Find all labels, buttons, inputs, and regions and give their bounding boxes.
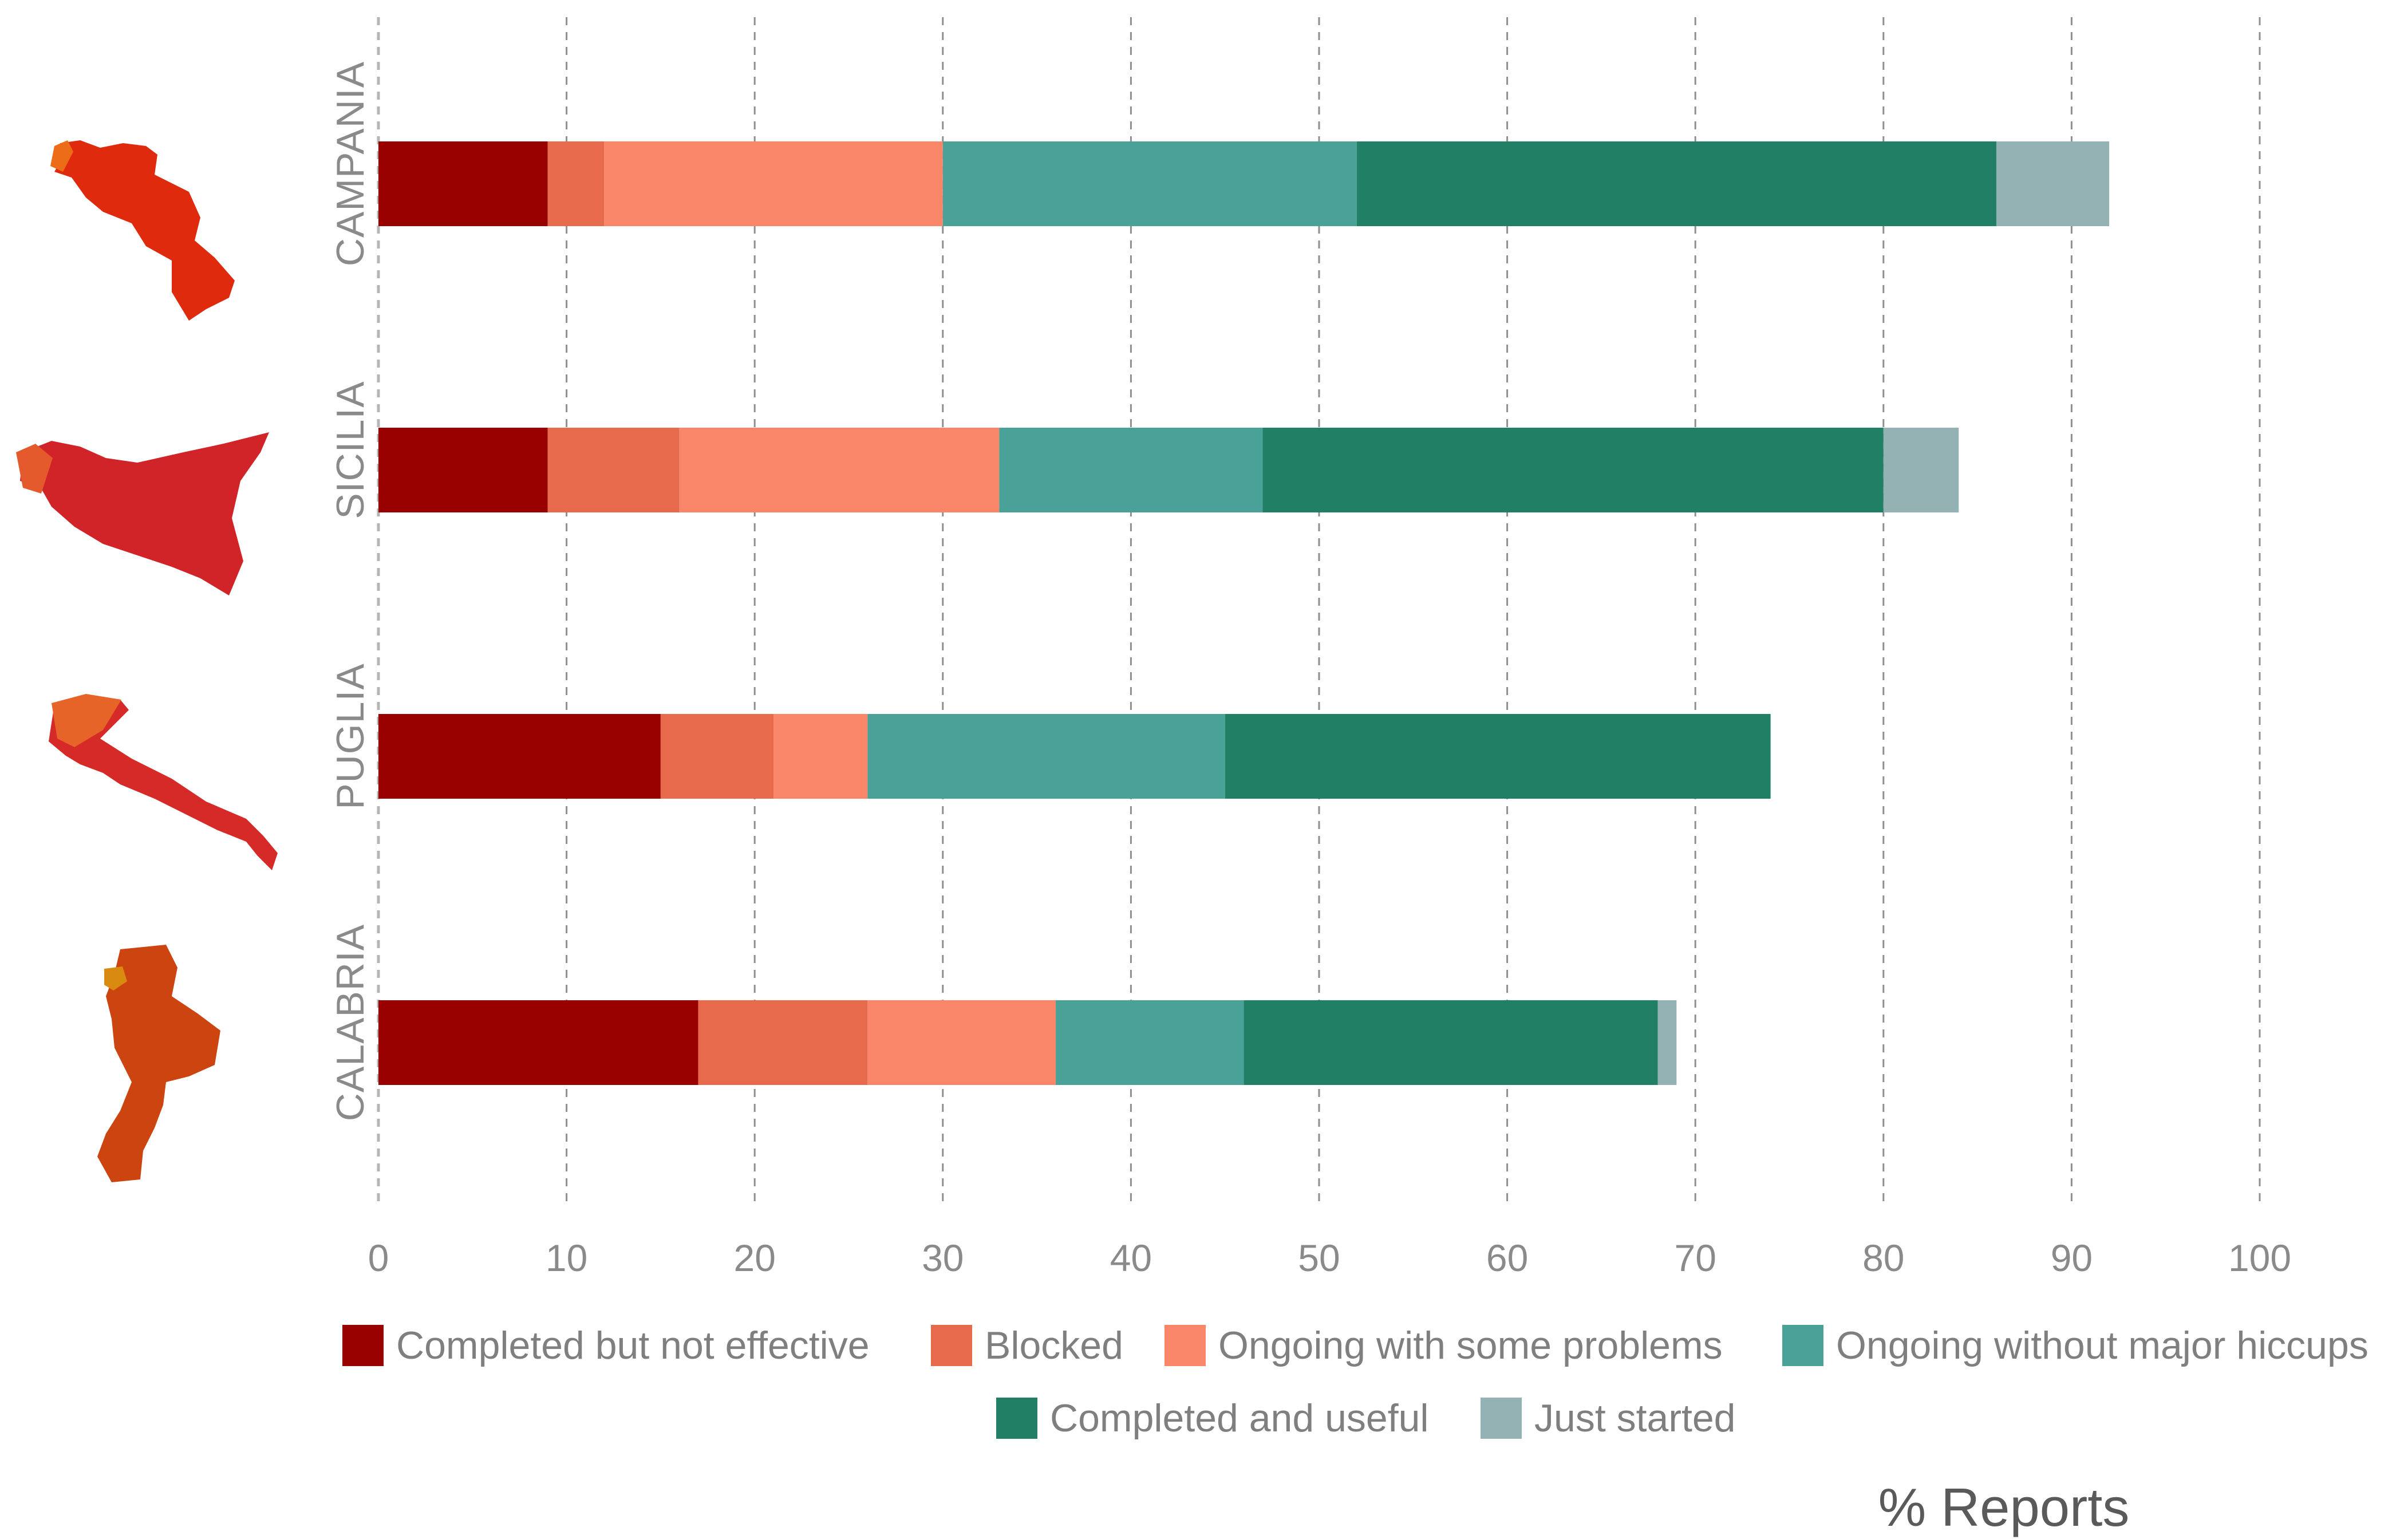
map-calabria-accent xyxy=(104,966,127,991)
bar-campania-series-3 xyxy=(942,141,1357,226)
category-label-campania: CAMPANIA xyxy=(329,61,372,266)
category-label-puglia: PUGLIA xyxy=(329,663,372,809)
x-tick-label-80: 80 xyxy=(1862,1237,1904,1279)
bar-calabria-series-0 xyxy=(378,1000,698,1085)
legend-label-0: Completed but not effective xyxy=(396,1324,870,1367)
map-sicilia-shape xyxy=(20,432,269,595)
map-campania-shape xyxy=(54,140,235,321)
bar-puglia-series-2 xyxy=(773,714,868,799)
legend-swatch-3 xyxy=(1782,1325,1823,1366)
x-tick-label-20: 20 xyxy=(733,1237,775,1279)
map-sicilia-icon xyxy=(16,432,269,595)
map-puglia-shape xyxy=(49,696,278,870)
bar-campania-series-2 xyxy=(604,141,943,226)
x-tick-label-40: 40 xyxy=(1110,1237,1152,1279)
legend-label-2: Ongoing with some problems xyxy=(1218,1324,1723,1367)
legend-swatch-5 xyxy=(1481,1398,1522,1439)
map-sicilia-accent xyxy=(16,444,53,494)
bar-sicilia-series-2 xyxy=(679,428,1000,512)
region-maps xyxy=(16,140,278,1182)
bar-calabria-series-2 xyxy=(867,1000,1056,1085)
category-label-calabria: CALABRIA xyxy=(329,924,372,1121)
legend-label-4: Completed and useful xyxy=(1050,1396,1429,1440)
legend-swatch-2 xyxy=(1164,1325,1206,1366)
bar-sicilia-series-0 xyxy=(378,428,548,512)
x-axis-title: % Reports xyxy=(1878,1477,2130,1537)
legend: Completed but not effective Blocked Ongoin… xyxy=(342,1324,2368,1440)
map-calabria-shape xyxy=(97,945,220,1182)
bar-puglia-series-0 xyxy=(378,714,661,799)
map-campania-accent xyxy=(50,140,73,172)
bar-puglia-series-1 xyxy=(660,714,774,799)
bar-sicilia-series-3 xyxy=(999,428,1263,512)
map-puglia-icon xyxy=(49,694,278,870)
x-tick-label-30: 30 xyxy=(922,1237,964,1279)
bar-sicilia-series-5 xyxy=(1883,428,1959,512)
x-tick-label-10: 10 xyxy=(546,1237,587,1279)
bar-calabria-series-4 xyxy=(1244,1000,1658,1085)
bar-puglia-series-4 xyxy=(1225,714,1771,799)
legend-label-1: Blocked xyxy=(985,1324,1123,1367)
legend-swatch-0 xyxy=(342,1325,384,1366)
legend-label-5: Just started xyxy=(1534,1396,1736,1440)
bar-campania-series-4 xyxy=(1356,141,1996,226)
map-campania-icon xyxy=(50,140,235,321)
bar-campania-series-5 xyxy=(1996,141,2110,226)
x-tick-label-60: 60 xyxy=(1486,1237,1528,1279)
map-puglia-accent xyxy=(52,694,121,747)
bar-campania-series-1 xyxy=(547,141,605,226)
map-calabria-icon xyxy=(97,945,220,1182)
x-tick-label-50: 50 xyxy=(1298,1237,1340,1279)
x-axis-ticks: 0 10 20 30 40 50 60 70 80 90 100 xyxy=(368,1237,2291,1279)
bar-sicilia-series-1 xyxy=(547,428,680,512)
bar-calabria-series-3 xyxy=(1055,1000,1244,1085)
bar-calabria-series-1 xyxy=(698,1000,868,1085)
bar-calabria-series-5 xyxy=(1657,1000,1677,1085)
bars xyxy=(378,141,2110,1085)
legend-swatch-4 xyxy=(996,1398,1037,1439)
category-label-sicilia: SICILIA xyxy=(329,381,372,519)
legend-label-3: Ongoing without major hiccups xyxy=(1836,1324,2368,1367)
x-tick-label-0: 0 xyxy=(368,1237,389,1279)
x-tick-label-70: 70 xyxy=(1674,1237,1716,1279)
legend-swatch-1 xyxy=(931,1325,972,1366)
category-labels: CAMPANIA SICILIA PUGLIA CALABRIA xyxy=(329,61,372,1121)
x-tick-label-100: 100 xyxy=(2228,1237,2291,1279)
bar-sicilia-series-4 xyxy=(1262,428,1884,512)
bar-campania-series-0 xyxy=(378,141,548,226)
x-tick-label-90: 90 xyxy=(2051,1237,2093,1279)
bar-puglia-series-3 xyxy=(867,714,1225,799)
